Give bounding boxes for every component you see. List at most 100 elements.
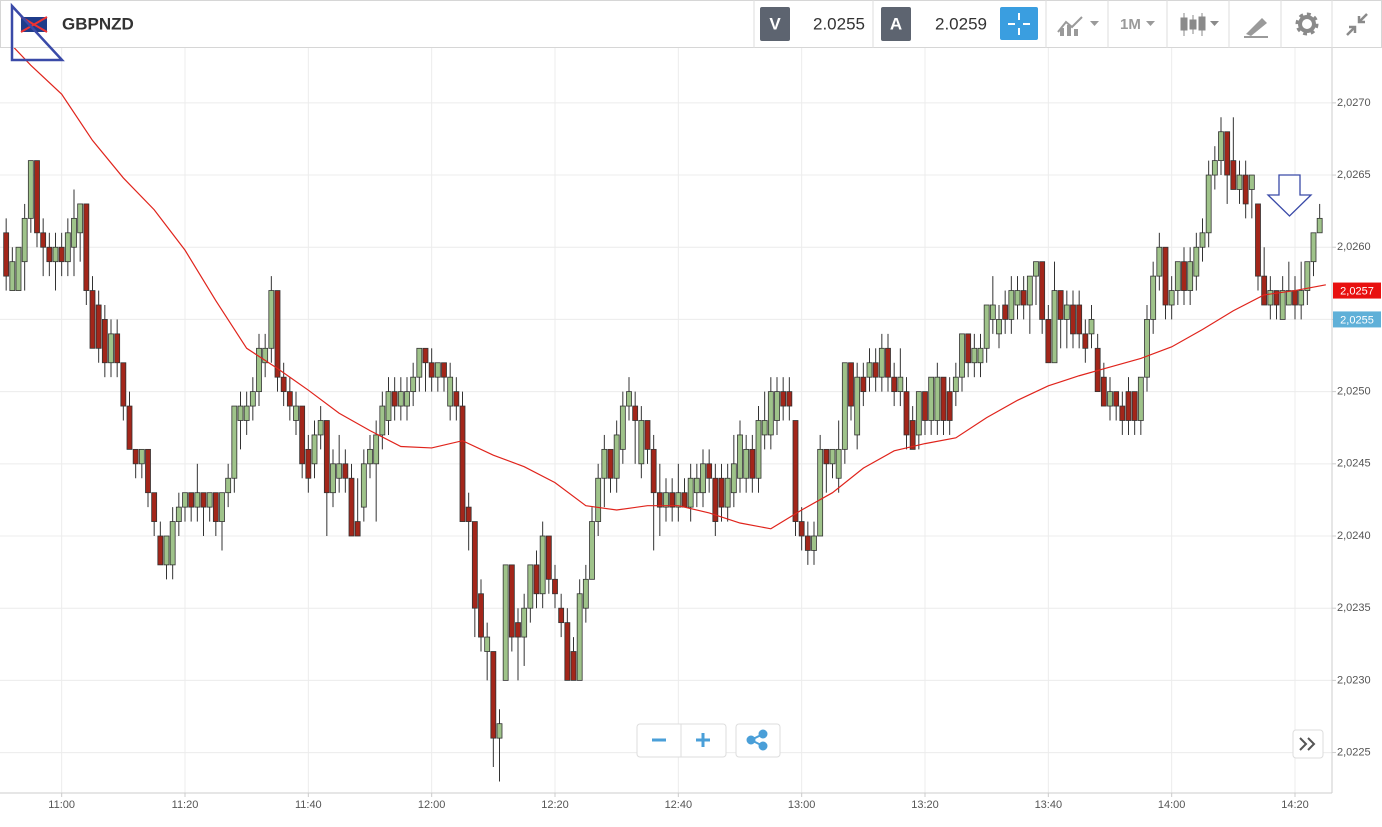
candle-body <box>1008 290 1015 320</box>
candle-body <box>749 448 756 479</box>
y-tick-label: 2,0250 <box>1337 386 1371 398</box>
candle-body <box>891 376 898 393</box>
candle-body <box>410 376 417 393</box>
candle-body <box>256 347 262 393</box>
draw-tool-button[interactable] <box>1244 18 1268 38</box>
settings-button[interactable] <box>1295 12 1319 36</box>
candle-body <box>619 405 626 450</box>
candle-body <box>743 448 750 479</box>
candle-body <box>21 217 28 263</box>
candle-body <box>471 521 478 609</box>
candle-body <box>441 362 447 378</box>
candle-body <box>989 304 996 320</box>
candle-body <box>1292 290 1298 306</box>
candle-body <box>755 420 762 479</box>
crosshair-icon[interactable] <box>1008 13 1030 35</box>
candle-body <box>774 391 780 421</box>
candle-body <box>1137 376 1144 421</box>
chart-type-button[interactable] <box>1057 16 1099 36</box>
candle-body <box>761 420 768 436</box>
share-button[interactable] <box>746 729 768 751</box>
candle-body <box>1070 304 1076 335</box>
y-tick-label: 2,0235 <box>1337 602 1371 614</box>
y-tick-label: 2,0240 <box>1337 530 1371 542</box>
candle-body <box>138 448 145 465</box>
candle-body <box>40 232 47 248</box>
candle-body <box>9 261 16 291</box>
x-tick-label: 12:00 <box>418 799 446 811</box>
candle-body <box>1230 160 1237 190</box>
candle-body <box>373 434 380 465</box>
y-tick-label: 2,0225 <box>1337 746 1371 758</box>
candle-body <box>693 477 700 494</box>
candle-body <box>101 319 108 364</box>
sell-price[interactable]: 2.0255 <box>813 14 865 33</box>
candle-body <box>249 391 256 407</box>
candle-body <box>194 492 201 508</box>
buy-label[interactable]: A <box>890 14 902 33</box>
candle-body <box>663 492 669 508</box>
candle-body <box>626 391 632 407</box>
scroll-end-button[interactable] <box>1299 737 1316 751</box>
timeframe[interactable]: 1M <box>1120 16 1141 33</box>
candle-body <box>1100 376 1107 407</box>
candle-body <box>428 362 435 378</box>
candle-body <box>558 607 565 624</box>
sell-button[interactable] <box>760 7 790 41</box>
candle-body <box>1248 174 1255 190</box>
candle-body <box>792 420 799 522</box>
sell-label[interactable]: V <box>769 14 781 33</box>
candle-body <box>564 622 571 681</box>
candle-body <box>1310 232 1317 263</box>
candle-body <box>89 290 96 349</box>
candle-body <box>841 362 848 450</box>
candle-body <box>730 463 737 494</box>
candle-body <box>404 391 410 407</box>
candle-body <box>83 203 90 291</box>
candle-body <box>1187 261 1194 291</box>
candle-body <box>3 232 10 277</box>
candle-body <box>737 434 743 479</box>
buy-button[interactable] <box>881 7 911 41</box>
candle-body <box>151 492 158 522</box>
candle-body <box>114 333 121 364</box>
candle-body <box>502 564 509 681</box>
candle-body <box>1224 131 1231 176</box>
collapse-button[interactable] <box>1346 13 1368 36</box>
candle-body <box>767 391 774 436</box>
timeframe-caret[interactable] <box>1146 21 1155 26</box>
candle-body <box>712 477 719 522</box>
candle-body <box>354 521 361 537</box>
candle-body <box>1014 290 1021 306</box>
candle-body <box>1051 290 1058 364</box>
candle-body <box>1119 405 1126 421</box>
candle-body <box>422 347 429 364</box>
zoom-in-button[interactable] <box>696 733 710 747</box>
candle-body <box>656 492 663 508</box>
candle-body <box>804 535 811 551</box>
candle-type-button[interactable] <box>1180 13 1219 36</box>
candle-body <box>1131 391 1138 421</box>
candle-body <box>780 391 787 407</box>
candle-body <box>182 492 188 508</box>
candle-body <box>909 420 916 450</box>
x-tick-label: 11:40 <box>295 799 322 811</box>
candle-body <box>1261 275 1268 306</box>
candle-body <box>1057 290 1064 320</box>
price-label: 2,0255 <box>1340 314 1374 326</box>
candle-body <box>77 203 84 234</box>
annotation-arrow <box>1266 174 1313 217</box>
x-tick-label: 12:40 <box>665 799 693 811</box>
candle-body <box>1063 304 1070 320</box>
candle-body <box>237 405 244 421</box>
candle-body <box>508 564 515 638</box>
candle-body <box>811 535 817 551</box>
candle-body <box>231 405 238 479</box>
zoom-controls <box>636 723 1324 759</box>
candle-body <box>854 376 861 436</box>
buy-price[interactable]: 2.0259 <box>935 14 987 33</box>
candle-body <box>1285 290 1292 306</box>
crosshair-button[interactable] <box>1000 7 1038 40</box>
candle-body <box>1039 261 1046 320</box>
candle-body <box>576 593 583 681</box>
